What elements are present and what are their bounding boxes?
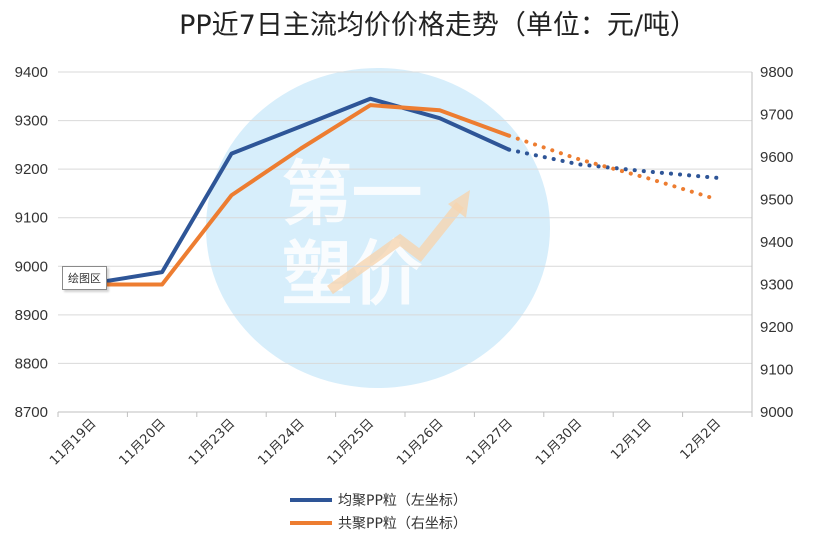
y-right-tick-label: 9000 [760, 404, 793, 421]
y-right-tick-label: 9500 [760, 192, 793, 209]
x-axis-ticks: 11月19日 11月20日 11月23日 11月24日 11月25日 11月26日 11月2… [47, 416, 724, 468]
x-tick-label: 11月20日 [117, 416, 169, 468]
y-left-tick-label: 9000 [15, 258, 48, 275]
y-axis-left-ticks: 8700 8800 8900 9000 9100 9200 9300 9400 [15, 64, 48, 421]
x-tick-label: 11月23日 [186, 416, 238, 468]
watermark-line1: 第一 [282, 153, 422, 235]
series-1-forecast-line [507, 147, 720, 180]
watermark-circle [206, 68, 550, 388]
y-right-tick-label: 9400 [760, 234, 793, 251]
legend: 均聚PP粒（左坐标） 共聚PP粒（右坐标） [290, 493, 467, 532]
series-2-forecast-line [507, 133, 720, 202]
x-tick-label: 11月26日 [394, 416, 446, 468]
y-right-tick-label: 9100 [760, 362, 793, 379]
chart-title: PP近7日主流均价价格走势（单位：元/吨） [179, 10, 697, 41]
y-right-tick-label: 9700 [760, 107, 793, 124]
legend-label-series-1: 均聚PP粒（左坐标） [338, 493, 467, 509]
series-lines [92, 96, 720, 287]
y-right-tick-label: 9300 [760, 277, 793, 294]
y-left-tick-label: 9400 [15, 64, 48, 81]
y-right-tick-label: 9800 [760, 64, 793, 81]
x-tick-label: 11月24日 [255, 416, 307, 468]
x-tick-label: 12月2日 [678, 416, 725, 463]
series-2-line [92, 103, 510, 287]
watermark-arrow-icon [327, 201, 464, 295]
axes [57, 72, 753, 417]
y-left-tick-label: 8700 [15, 404, 48, 421]
watermark-arrowhead-icon [448, 190, 470, 218]
y-right-tick-label: 9600 [760, 149, 793, 166]
y-left-tick-label: 9100 [15, 210, 48, 227]
plot-area-tooltip: 绘图区 [62, 266, 107, 290]
y-left-tick-label: 8800 [15, 355, 48, 372]
y-left-tick-label: 9300 [15, 113, 48, 130]
series-1-line [92, 96, 510, 286]
y-left-tick-label: 9200 [15, 161, 48, 178]
y-left-tick-label: 8900 [15, 307, 48, 324]
x-tick-label: 11月19日 [47, 416, 99, 468]
x-tick-label: 11月27日 [464, 416, 516, 468]
y-right-tick-label: 9200 [760, 319, 793, 336]
x-tick-label: 11月25日 [325, 416, 377, 468]
legend-label-series-2: 共聚PP粒（右坐标） [338, 516, 467, 532]
x-tick-label: 12月1日 [608, 416, 655, 463]
x-tick-label: 11月30日 [533, 416, 585, 468]
watermark-logo: 第一 塑价 [206, 68, 550, 388]
y-axis-right-ticks: 9000 9100 9200 9300 9400 9500 9600 9700 9800 [760, 64, 793, 421]
